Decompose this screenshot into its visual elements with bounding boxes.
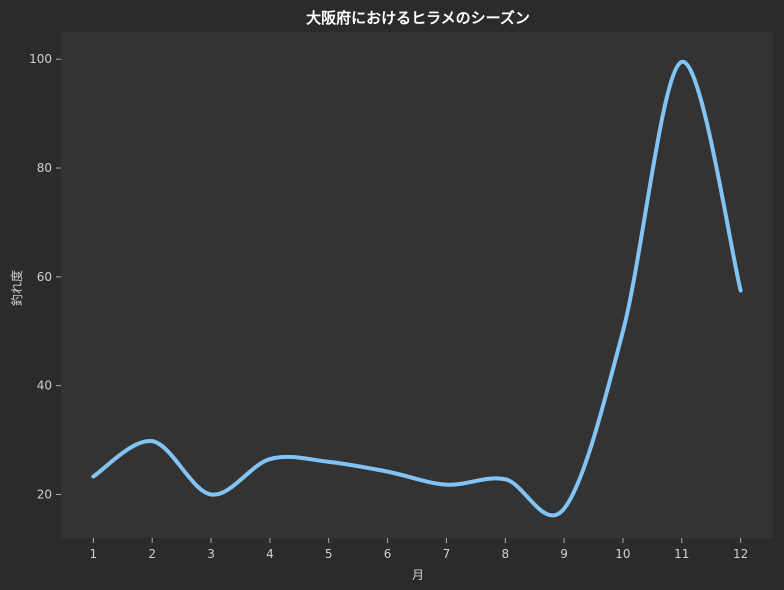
x-tick-label: 10 [615,547,630,561]
x-axis: 1 2 3 4 5 6 7 8 9 10 11 12 [90,538,748,561]
y-tick-label: 80 [37,161,52,175]
series-line [91,59,743,518]
x-tick-label: 3 [207,547,215,561]
plot-area [61,32,773,538]
x-tick-label: 1 [90,547,98,561]
x-tick-label: 2 [148,547,156,561]
y-tick-label: 20 [37,487,52,501]
y-axis: 20 40 60 80 100 [29,52,61,501]
x-tick-label: 6 [384,547,392,561]
x-tick-label: 4 [266,547,274,561]
x-tick-label: 12 [733,547,748,561]
x-tick-label: 7 [443,547,451,561]
x-tick-label: 11 [674,547,689,561]
y-tick-label: 100 [29,52,52,66]
x-tick-label: 9 [560,547,568,561]
x-tick-label: 8 [501,547,509,561]
x-tick-label: 5 [325,547,333,561]
chart-title: 大阪府におけるヒラメのシーズン [306,9,530,27]
y-axis-label: 釣れ度 [9,270,24,306]
y-tick-label: 60 [37,270,52,284]
y-tick-label: 40 [37,379,52,393]
x-axis-label: 月 [412,568,424,582]
